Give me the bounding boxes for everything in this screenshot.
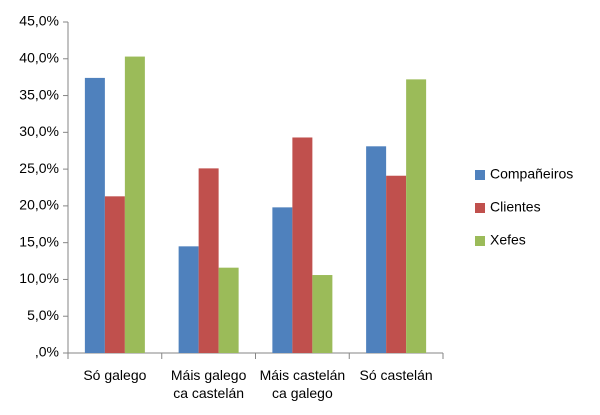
bar	[84, 77, 105, 353]
bar	[218, 267, 239, 353]
x-tick-label: Máis galego ca castelán	[170, 367, 247, 401]
y-tick-label: 40,0%	[19, 49, 59, 65]
y-tick-label: 15,0%	[19, 233, 59, 249]
bar	[386, 175, 407, 353]
bar	[198, 168, 219, 353]
y-tick-label: 30,0%	[19, 123, 59, 139]
legend-swatch	[475, 170, 485, 180]
legend-label: Clientes	[490, 199, 541, 215]
legend-label: Compañeiros	[490, 166, 573, 182]
x-tick-label: Só castelán	[359, 367, 433, 383]
bar	[178, 246, 199, 353]
y-tick-label: 5,0%	[27, 307, 59, 323]
y-tick-label: 25,0%	[19, 160, 59, 176]
bar	[406, 79, 427, 353]
legend-swatch	[475, 236, 485, 246]
x-tick-label: Só galego	[83, 367, 147, 383]
y-tick-label: 20,0%	[19, 197, 59, 213]
bar	[272, 207, 293, 353]
bar	[292, 137, 313, 353]
y-tick-label: ,0%	[35, 344, 59, 360]
legend-swatch	[475, 203, 485, 213]
y-tick-label: 45,0%	[19, 13, 59, 29]
bar	[312, 275, 333, 353]
y-tick-label: 35,0%	[19, 86, 59, 102]
bar	[104, 196, 125, 353]
bar	[366, 146, 387, 353]
bar	[124, 56, 145, 354]
legend-label: Xefes	[490, 232, 526, 248]
y-tick-label: 10,0%	[19, 270, 59, 286]
x-tick-label: Máis castelán ca galego	[259, 367, 346, 401]
